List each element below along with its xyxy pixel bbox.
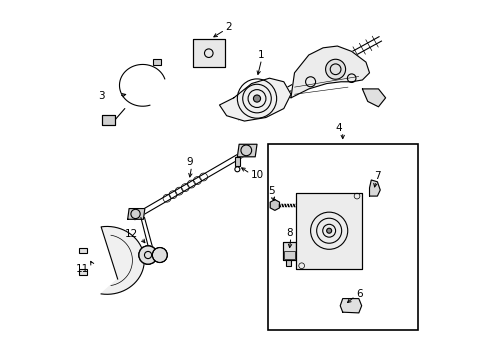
Text: 8: 8 [285,228,292,238]
Bar [296,193,362,269]
Polygon shape [101,226,144,294]
Text: 12: 12 [124,229,138,239]
Text: 3: 3 [98,91,104,101]
Circle shape [326,228,331,233]
Text: 9: 9 [186,157,193,167]
Text: 4: 4 [335,123,341,133]
Polygon shape [340,298,361,313]
Text: 10: 10 [250,170,264,180]
Polygon shape [290,46,369,98]
Bar [285,260,290,266]
Polygon shape [219,78,290,121]
Text: 1: 1 [258,50,264,60]
Bar [282,242,296,260]
Circle shape [300,202,307,208]
Polygon shape [270,200,279,210]
Bar [80,269,87,275]
Circle shape [139,246,157,264]
Text: 6: 6 [355,289,362,298]
Polygon shape [127,208,144,219]
Circle shape [325,59,345,79]
Bar [283,251,295,259]
Bar [282,242,296,260]
Bar [267,144,417,330]
Text: 2: 2 [225,22,232,32]
Circle shape [253,95,260,102]
Bar [192,39,224,67]
Polygon shape [362,89,385,107]
Bar [80,248,87,253]
Bar [192,39,224,67]
Text: 5: 5 [267,186,274,197]
Bar [234,157,240,166]
Circle shape [152,248,167,262]
Bar [102,114,115,125]
Polygon shape [369,180,380,196]
Polygon shape [237,144,257,157]
Bar [102,114,115,125]
Bar [296,193,362,269]
Text: 11: 11 [76,264,89,274]
Text: 7: 7 [373,171,380,181]
Bar [153,59,161,65]
